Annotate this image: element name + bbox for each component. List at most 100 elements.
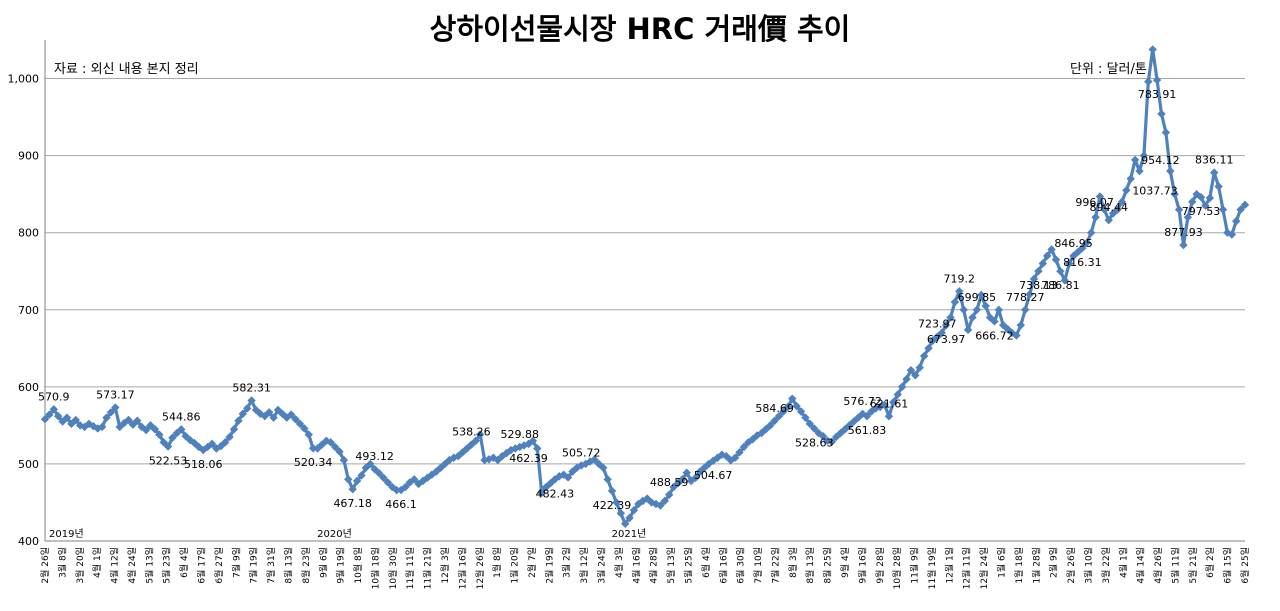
data-point (1135, 166, 1144, 176)
x-tick-label: 9월 28일 (874, 547, 886, 584)
x-tick-label: 9월 19일 (335, 547, 347, 584)
x-tick-label: 4월 14일 (1135, 547, 1147, 584)
data-point (1091, 213, 1100, 222)
data-point (537, 488, 546, 498)
x-tick-label: 2월 19일 (543, 547, 555, 584)
data-label: 738.13 (1019, 279, 1058, 292)
data-point (774, 411, 784, 421)
data-point (300, 424, 309, 433)
data-point (638, 496, 648, 506)
x-tick-label: 5월 11일 (1169, 547, 1181, 584)
data-point (735, 448, 744, 457)
data-point (827, 437, 837, 447)
data-point (1034, 267, 1043, 276)
data-point (366, 459, 375, 469)
data-point (1056, 267, 1065, 276)
x-tick-label: 8월 3일 (787, 547, 799, 578)
x-tick-label: 6월 2일 (1204, 547, 1216, 578)
x-tick-label: 7월 10일 (752, 547, 764, 584)
x-tick-label: 11월 19일 (926, 547, 938, 589)
x-tick-label: 4월 16일 (630, 547, 642, 584)
data-point (1100, 205, 1109, 214)
x-tick-label: 8월 13일 (804, 547, 816, 584)
data-point (111, 403, 120, 412)
data-point (911, 371, 920, 380)
x-tick-label: 10월 30일 (387, 547, 399, 589)
data-point (1166, 166, 1175, 176)
data-label: 529.88 (500, 428, 539, 441)
data-point (203, 442, 212, 452)
data-point (884, 412, 894, 421)
data-point (612, 498, 621, 507)
data-point (1060, 276, 1069, 285)
data-point (1236, 205, 1245, 214)
data-point (915, 363, 924, 372)
data-point (1174, 205, 1184, 214)
chart-title: 상하이선물시장 HRC 거래價 추이 (429, 12, 851, 46)
data-point (348, 485, 357, 494)
data-point (621, 519, 630, 528)
data-point (225, 432, 234, 442)
data-point (326, 438, 335, 447)
data-point (1025, 290, 1034, 299)
data-point (106, 408, 116, 417)
data-label: 522.53 (149, 455, 188, 468)
x-tick-label: 4월 1일 (91, 547, 103, 578)
year-labels: 2019년 2020년 2021년 (49, 528, 646, 540)
data-point (805, 419, 815, 429)
data-label: 666.72 (975, 329, 1014, 342)
x-tick-label: 1월 28일 (1030, 547, 1042, 584)
data-label: 783.91 (1138, 88, 1177, 101)
data-point (594, 459, 604, 469)
data-point (1113, 205, 1122, 214)
data-point (511, 444, 520, 453)
data-point (906, 365, 916, 375)
data-label: 1037.73 (1132, 184, 1178, 197)
data-point (599, 463, 608, 472)
year-label: 2020년 (317, 528, 352, 540)
data-point (603, 475, 612, 484)
data-point (471, 436, 480, 445)
data-point (1108, 209, 1118, 218)
data-label: 894.44 (1089, 201, 1128, 214)
data-label: 462.39 (509, 452, 548, 465)
data-label: 816.31 (1063, 256, 1102, 269)
data-point (150, 425, 160, 434)
data-point (704, 459, 713, 469)
data-point (286, 410, 296, 419)
data-point (664, 490, 674, 499)
data-point (836, 428, 845, 438)
data-label: 493.12 (355, 450, 394, 463)
x-tick-label: 12월 24일 (978, 547, 990, 589)
x-tick-label: 6월 30일 (735, 547, 747, 584)
data-point (726, 456, 735, 465)
x-tick-label: 11월 9일 (909, 547, 921, 584)
data-label: 584.69 (755, 402, 794, 415)
data-label: 518.06 (184, 458, 223, 471)
data-point (1139, 151, 1149, 160)
data-point (1188, 197, 1197, 207)
x-tick-label: 1월 8일 (491, 547, 503, 578)
data-point (968, 313, 977, 322)
data-point (102, 413, 111, 422)
data-point (950, 297, 960, 307)
data-point (818, 431, 828, 441)
data-point (379, 473, 388, 482)
data-label: 561.83 (848, 424, 887, 437)
data-point (352, 476, 362, 486)
data-point (1218, 205, 1228, 214)
data-point (264, 408, 274, 417)
x-tick-label: 5월 21일 (1187, 547, 1199, 584)
data-point (744, 438, 753, 447)
data-label: 877.93 (1164, 226, 1203, 239)
data-point (959, 305, 968, 314)
data-point (972, 305, 982, 314)
data-label: 719.2 (944, 272, 976, 285)
x-tick-label: 2월 26일 (1065, 547, 1077, 584)
data-point (295, 419, 305, 429)
x-tick-label: 10월 18일 (369, 547, 381, 589)
x-tick-label: 12월 16일 (456, 547, 468, 589)
data-label: 482.43 (536, 487, 575, 500)
data-point (1082, 238, 1091, 248)
